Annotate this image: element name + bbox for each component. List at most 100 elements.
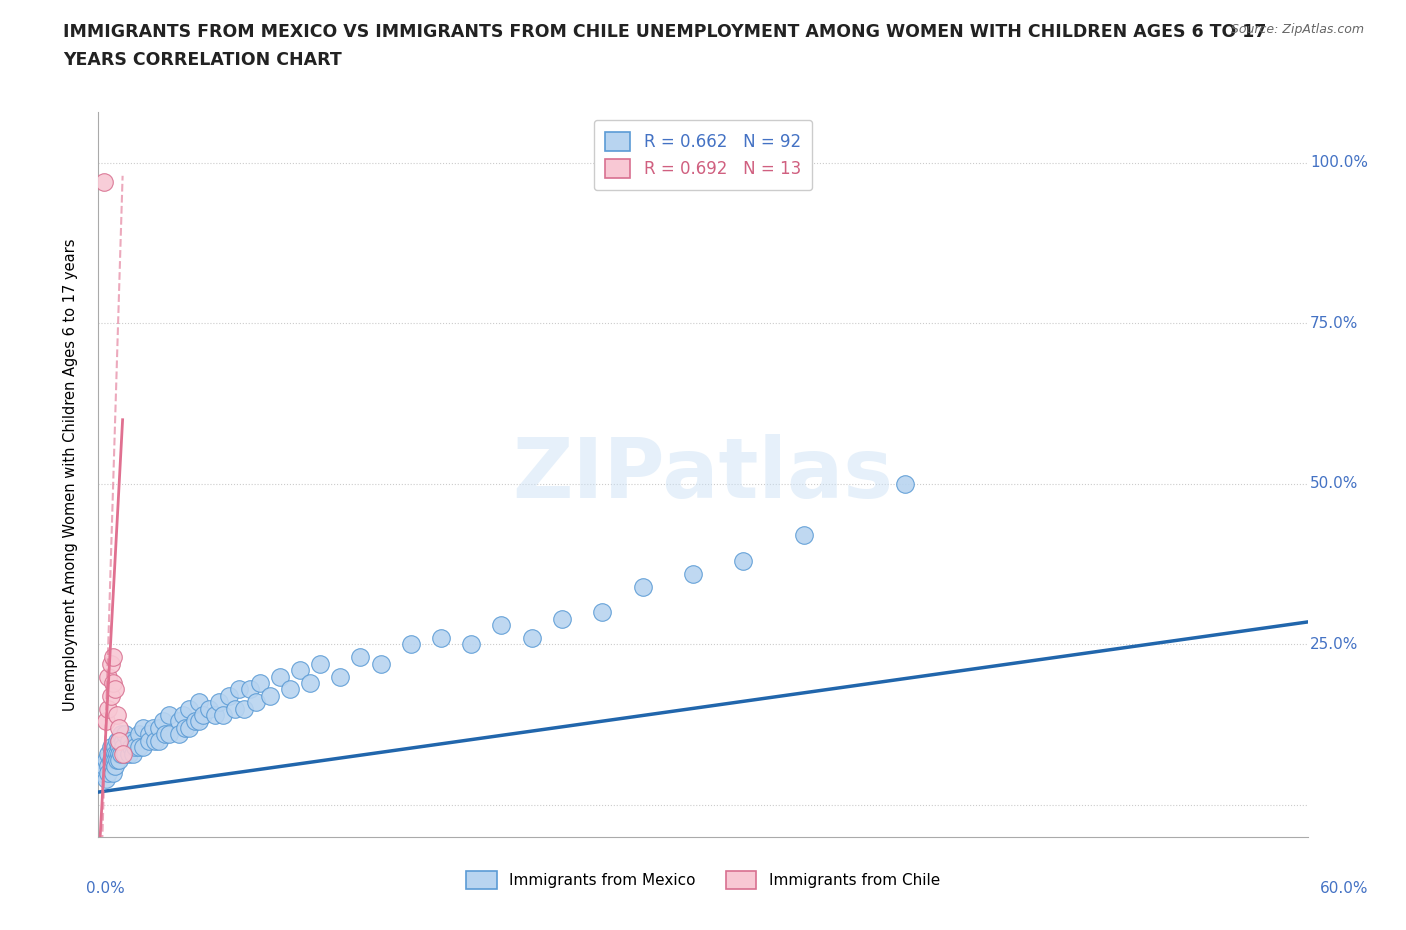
Point	[208, 695, 231, 710]
Text: 100.0%: 100.0%	[1310, 155, 1368, 170]
Point	[399, 637, 422, 652]
Point	[138, 733, 160, 748]
Point	[97, 759, 120, 774]
Point	[110, 727, 132, 742]
Point	[631, 579, 654, 594]
Point	[111, 746, 134, 761]
Point	[107, 721, 129, 736]
Point	[245, 695, 267, 710]
Point	[128, 739, 150, 754]
Point	[591, 604, 613, 619]
Point	[174, 721, 197, 736]
Point	[114, 746, 136, 761]
Point	[101, 752, 124, 767]
Point	[232, 701, 254, 716]
Point	[124, 733, 146, 748]
Point	[520, 631, 543, 645]
Point	[157, 727, 180, 742]
Point	[430, 631, 453, 645]
Point	[103, 739, 125, 754]
Point	[105, 746, 128, 761]
Point	[111, 739, 134, 754]
Point	[97, 669, 120, 684]
Point	[100, 657, 122, 671]
Point	[105, 708, 128, 723]
Point	[100, 752, 122, 767]
Text: IMMIGRANTS FROM MEXICO VS IMMIGRANTS FROM CHILE UNEMPLOYMENT AMONG WOMEN WITH CH: IMMIGRANTS FROM MEXICO VS IMMIGRANTS FRO…	[63, 23, 1267, 41]
Point	[107, 733, 129, 748]
Point	[349, 650, 371, 665]
Point	[105, 752, 128, 767]
Point	[93, 759, 115, 774]
Legend: Immigrants from Mexico, Immigrants from Chile: Immigrants from Mexico, Immigrants from …	[460, 865, 946, 895]
Point	[118, 746, 141, 761]
Point	[551, 611, 574, 626]
Point	[121, 746, 143, 761]
Point	[93, 175, 115, 190]
Point	[269, 669, 291, 684]
Text: 75.0%: 75.0%	[1310, 316, 1358, 331]
Point	[733, 553, 755, 568]
Text: ZIPatlas: ZIPatlas	[513, 433, 893, 515]
Point	[179, 701, 201, 716]
Point	[103, 746, 125, 761]
Point	[188, 695, 211, 710]
Point	[239, 682, 262, 697]
Text: Source: ZipAtlas.com: Source: ZipAtlas.com	[1230, 23, 1364, 36]
Point	[198, 701, 221, 716]
Point	[103, 759, 125, 774]
Point	[97, 765, 120, 780]
Point	[184, 714, 207, 729]
Point	[91, 765, 114, 780]
Point	[107, 752, 129, 767]
Point	[101, 746, 124, 761]
Point	[460, 637, 482, 652]
Point	[132, 721, 155, 736]
Point	[101, 759, 124, 774]
Y-axis label: Unemployment Among Women with Children Ages 6 to 17 years: Unemployment Among Women with Children A…	[63, 238, 77, 711]
Point	[138, 727, 160, 742]
Point	[682, 566, 704, 581]
Point	[114, 727, 136, 742]
Point	[103, 752, 125, 767]
Point	[107, 739, 129, 754]
Point	[101, 650, 124, 665]
Point	[107, 733, 129, 748]
Point	[152, 714, 174, 729]
Point	[96, 772, 118, 787]
Point	[278, 682, 301, 697]
Point	[103, 682, 125, 697]
Point	[212, 708, 235, 723]
Point	[148, 721, 170, 736]
Point	[101, 765, 124, 780]
Point	[120, 739, 142, 754]
Text: 60.0%: 60.0%	[1320, 881, 1368, 896]
Point	[299, 675, 322, 690]
Point	[96, 752, 118, 767]
Point	[142, 721, 165, 736]
Point	[128, 727, 150, 742]
Point	[249, 675, 271, 690]
Point	[179, 721, 201, 736]
Text: YEARS CORRELATION CHART: YEARS CORRELATION CHART	[63, 51, 342, 69]
Point	[118, 733, 141, 748]
Point	[107, 746, 129, 761]
Point	[893, 476, 915, 491]
Point	[491, 618, 513, 632]
Point	[167, 714, 190, 729]
Point	[101, 675, 124, 690]
Point	[172, 708, 194, 723]
Point	[105, 733, 128, 748]
Point	[100, 688, 122, 703]
Point	[309, 657, 332, 671]
Point	[124, 739, 146, 754]
Point	[228, 682, 250, 697]
Point	[96, 714, 118, 729]
Point	[370, 657, 392, 671]
Point	[193, 708, 215, 723]
Point	[110, 746, 132, 761]
Point	[167, 727, 190, 742]
Point	[204, 708, 226, 723]
Point	[100, 739, 122, 754]
Point	[793, 528, 815, 543]
